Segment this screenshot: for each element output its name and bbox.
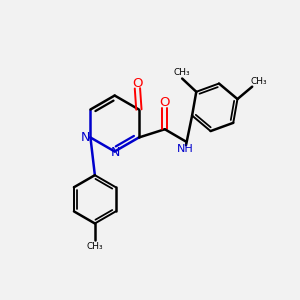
Text: CH₃: CH₃ <box>86 242 103 250</box>
Text: NH: NH <box>177 144 194 154</box>
Text: N: N <box>80 131 90 144</box>
Text: CH₃: CH₃ <box>250 77 267 86</box>
Text: N: N <box>111 146 120 159</box>
Text: O: O <box>160 96 170 109</box>
Text: CH₃: CH₃ <box>174 68 190 77</box>
Text: O: O <box>132 76 143 89</box>
